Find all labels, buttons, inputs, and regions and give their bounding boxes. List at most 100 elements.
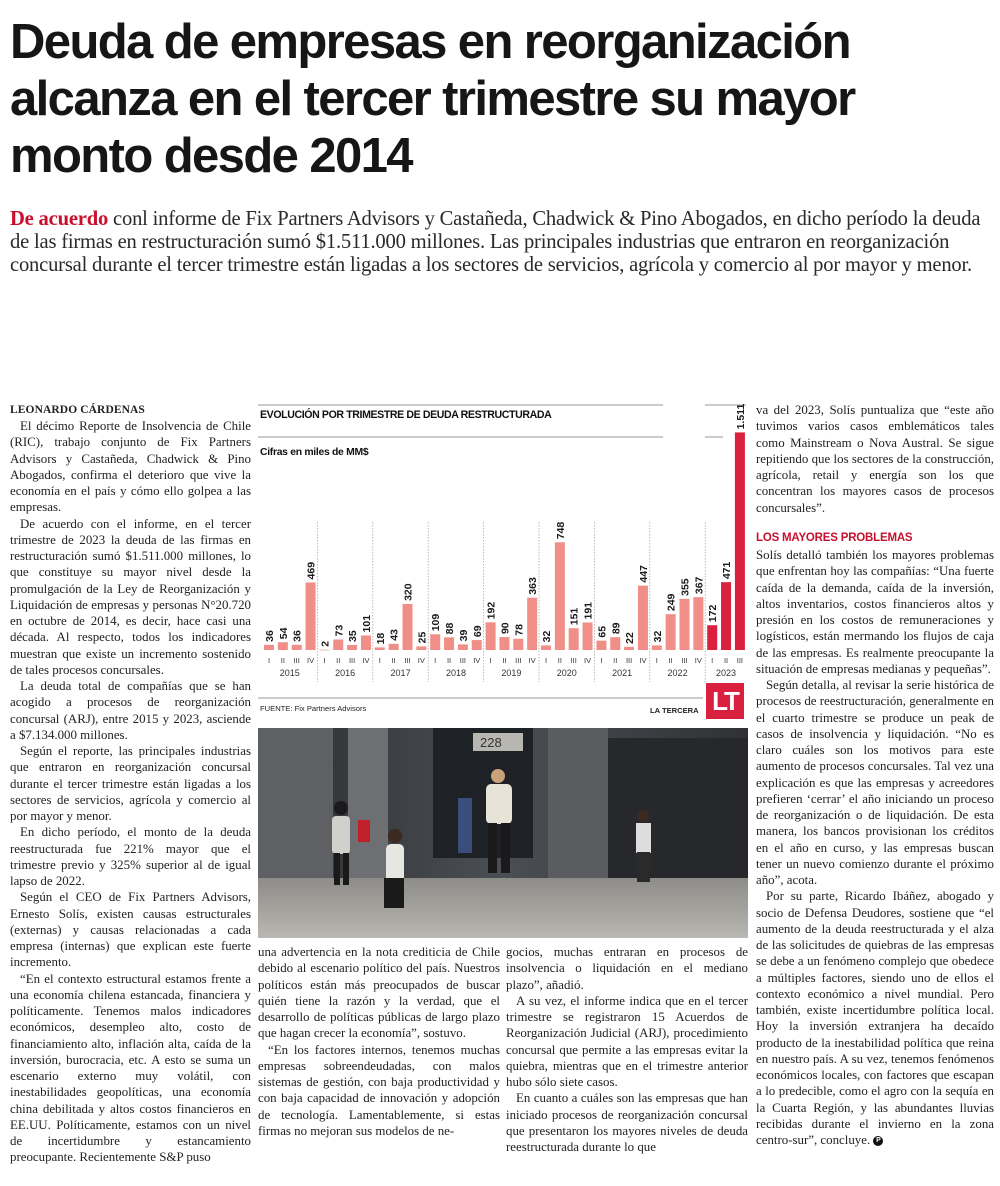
bar-2018-III <box>457 644 468 650</box>
value-label: 65 <box>596 626 608 638</box>
bar-2019-II <box>499 637 510 650</box>
quarter-label: I <box>545 656 547 665</box>
bar-2017-IV <box>416 646 427 650</box>
value-label: 39 <box>458 630 470 642</box>
bar-2023-II <box>721 582 732 650</box>
lead-text: conl informe de Fix Partners Advisors y … <box>10 208 981 276</box>
quarter-label: I <box>268 656 270 665</box>
quarter-label: II <box>281 656 285 665</box>
bar-2021-IV <box>637 585 648 650</box>
quarter-label: III <box>515 656 521 665</box>
paragraph: “En los factores internos, tenemos mucha… <box>258 1042 500 1138</box>
bar-2019-IV <box>527 597 538 650</box>
quarter-label: III <box>404 656 410 665</box>
chart-canvas: 36I54II36III469IV20152I73II35III101IV201… <box>258 404 747 699</box>
bar-2020-IV <box>582 622 593 650</box>
bar-2016-II <box>333 639 344 650</box>
article-column-1: LEONARDO CÁRDENAS El décimo Reporte de I… <box>10 402 251 1168</box>
article-column-3: gocios, muchas entraran en procesos de i… <box>506 944 748 1168</box>
quarter-label: II <box>613 656 617 665</box>
year-label: 2016 <box>335 668 355 678</box>
bar-2018-IV <box>471 640 482 650</box>
lead-kicker: De acuerdo <box>10 208 109 230</box>
end-of-article-icon: P <box>873 1136 884 1147</box>
bar-2015-IV <box>305 582 316 650</box>
year-label: 2015 <box>280 668 300 678</box>
bar-2018-I <box>430 634 441 650</box>
quarter-label: III <box>460 656 466 665</box>
value-label: 36 <box>264 630 276 642</box>
quarter-label: IV <box>639 656 646 665</box>
quarter-label: III <box>571 656 577 665</box>
article-column-4: va del 2023, Solís puntualiza que “este … <box>756 402 994 1168</box>
value-label: 748 <box>555 522 567 540</box>
value-label: 88 <box>444 622 456 634</box>
value-label: 32 <box>652 631 664 643</box>
value-label: 36 <box>292 630 304 642</box>
paragraph: De acuerdo con el informe, en el tercer … <box>10 516 251 677</box>
paragraph: Según detalla, al revisar la serie histó… <box>756 678 994 887</box>
quarter-label: III <box>681 656 687 665</box>
byline: LEONARDO CÁRDENAS <box>10 404 145 416</box>
paragraph: El décimo Reporte de Insolvencia de Chil… <box>10 419 251 515</box>
bar-2021-III <box>624 646 635 650</box>
chart-subtitle: Cifras en miles de MM$ <box>260 447 369 458</box>
year-label: 2018 <box>446 668 466 678</box>
value-label: 191 <box>583 602 595 620</box>
value-label: 101 <box>361 615 373 633</box>
quarter-label: IV <box>418 656 425 665</box>
quarter-label: III <box>737 656 743 665</box>
quarter-label: IV <box>695 656 702 665</box>
bar-2016-IV <box>360 635 371 650</box>
value-label: 22 <box>624 632 636 644</box>
la-tercera-logo: LT <box>706 683 744 719</box>
value-label: 35 <box>347 630 359 642</box>
paragraph: gocios, muchas entraran en procesos de i… <box>506 945 748 992</box>
quarter-label: IV <box>473 656 480 665</box>
year-label: 2021 <box>612 668 632 678</box>
value-label: 32 <box>541 631 553 643</box>
bar-2020-II <box>554 542 565 650</box>
quarter-label: III <box>294 656 300 665</box>
value-label: 25 <box>416 632 428 644</box>
value-label: 18 <box>375 633 387 645</box>
value-label: 469 <box>306 562 318 580</box>
quarter-label: I <box>600 656 602 665</box>
quarter-label: I <box>711 656 713 665</box>
year-label: 2020 <box>557 668 577 678</box>
value-label: 89 <box>610 622 622 634</box>
bar-2019-III <box>513 638 524 650</box>
quarter-label: IV <box>584 656 591 665</box>
bar-2019-I <box>485 622 496 650</box>
lead-paragraph: De acuerdo conl informe de Fix Partners … <box>10 208 995 276</box>
paragraph: Por su parte, Ricardo Ibáñez, abogado y … <box>756 888 994 1148</box>
value-label: 320 <box>403 583 415 601</box>
value-label: 2 <box>319 641 331 647</box>
value-label: 172 <box>707 605 719 623</box>
quarter-label: II <box>336 656 340 665</box>
quarter-label: IV <box>529 656 536 665</box>
quarter-label: III <box>626 656 632 665</box>
bar-2015-I <box>264 644 274 650</box>
quarter-label: I <box>379 656 381 665</box>
paragraph: En dicho período, el monto de la deuda r… <box>10 825 251 888</box>
bar-2016-I <box>319 649 330 651</box>
paragraph: va del 2023, Solís puntualiza que “este … <box>756 403 994 515</box>
bar-2018-II <box>444 637 455 650</box>
chart-title: EVOLUCIÓN POR TRIMESTRE DE DEUDA RESTRUC… <box>260 409 552 421</box>
value-label: 192 <box>486 602 498 620</box>
bar-2020-I <box>541 645 551 650</box>
paragraph: Según el reporte, las principales indust… <box>10 744 251 823</box>
paragraph: Según el CEO de Fix Partners Advisors, E… <box>10 890 251 970</box>
quarter-label: IV <box>362 656 369 665</box>
quarter-label: II <box>724 656 728 665</box>
quarter-label: I <box>434 656 436 665</box>
subheading: LOS MAYORES PROBLEMAS <box>756 531 913 544</box>
value-label: 90 <box>499 622 511 634</box>
quarter-label: I <box>323 656 325 665</box>
bar-2017-I <box>374 647 385 650</box>
value-label: 151 <box>569 608 581 626</box>
quarter-label: II <box>502 656 506 665</box>
paragraph: Solís detalló también los mayores proble… <box>756 548 994 676</box>
building-number: 228 <box>480 735 502 750</box>
